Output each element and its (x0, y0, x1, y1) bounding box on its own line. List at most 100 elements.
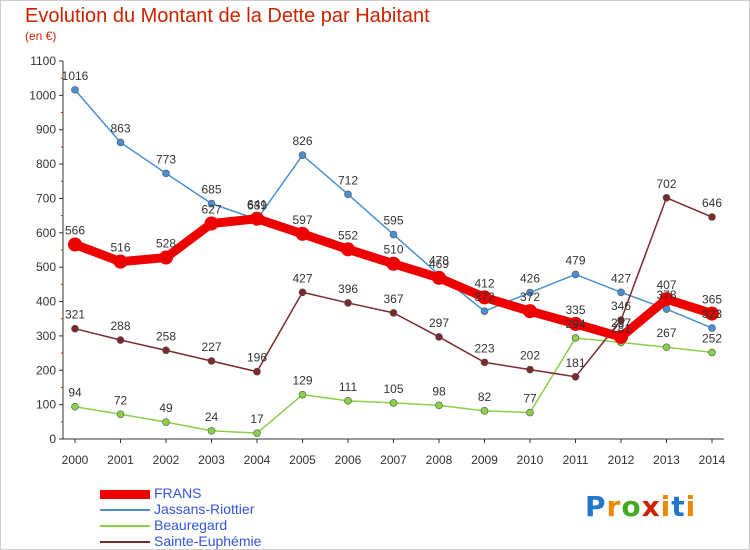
x-tick-label: 2007 (380, 453, 407, 467)
y-tick-label: 300 (36, 329, 56, 343)
data-label: 427 (292, 271, 312, 285)
data-label: 712 (338, 173, 358, 187)
data-label: 597 (292, 213, 312, 227)
proxiti-logo: Proxiti (585, 490, 697, 523)
data-label: 479 (565, 253, 585, 267)
data-point (477, 290, 492, 305)
y-tick-label: 900 (36, 123, 56, 137)
y-tick-label: 600 (36, 226, 56, 240)
data-point (389, 309, 398, 317)
x-tick-label: 2012 (608, 453, 635, 467)
data-label: 826 (292, 134, 312, 148)
data-point (571, 270, 580, 279)
data-point (71, 402, 79, 411)
data-label: 227 (201, 340, 221, 354)
data-label: 105 (383, 382, 403, 396)
data-point (113, 254, 128, 269)
data-label: 77 (523, 392, 537, 406)
y-tick-label: 0 (49, 432, 56, 446)
data-label: 646 (702, 196, 722, 210)
x-tick-label: 2005 (289, 453, 316, 467)
x-tick-label: 2008 (426, 453, 453, 467)
data-point (571, 334, 580, 342)
data-point (386, 256, 401, 271)
data-label: 297 (611, 316, 631, 330)
unit-label: (en €) (25, 29, 57, 43)
data-point (662, 343, 671, 352)
data-label: 288 (110, 319, 130, 333)
data-point (389, 399, 398, 407)
data-point (116, 410, 125, 419)
data-label: 267 (656, 326, 676, 340)
y-tick-label: 700 (36, 191, 56, 205)
data-label: 129 (292, 374, 312, 388)
data-point (250, 211, 264, 226)
data-point (162, 418, 170, 426)
data-label: 372 (520, 290, 540, 304)
data-label: 258 (156, 329, 176, 343)
data-label: 773 (156, 152, 176, 166)
data-label: 72 (114, 393, 128, 407)
data-point (159, 250, 173, 265)
data-point (71, 324, 79, 333)
data-label: 396 (338, 282, 358, 296)
data-point (435, 333, 443, 341)
data-label: 294 (565, 317, 585, 331)
data-point (207, 426, 216, 435)
data-point (568, 316, 583, 331)
data-label: 595 (383, 214, 403, 228)
data-point (708, 213, 716, 221)
data-point (435, 401, 443, 410)
data-label: 17 (250, 412, 264, 426)
data-label: 627 (201, 203, 221, 217)
data-label: 469 (429, 257, 449, 271)
x-tick-label: 2001 (107, 453, 134, 467)
y-tick-label: 500 (36, 260, 56, 274)
data-point (162, 346, 170, 355)
data-point (344, 397, 352, 405)
data-point (480, 358, 489, 367)
data-point (708, 324, 716, 332)
data-label: 297 (429, 316, 449, 330)
data-label: 639 (247, 198, 267, 212)
x-tick-label: 2003 (198, 453, 225, 467)
data-point (617, 316, 625, 324)
data-point (523, 304, 537, 319)
data-point (298, 390, 307, 399)
data-point (705, 306, 719, 321)
legend-label: Beauregard (154, 517, 228, 533)
y-tick-label: 1000 (29, 88, 56, 102)
data-point (480, 407, 489, 415)
x-tick-label: 2013 (653, 453, 680, 467)
data-label: 82 (478, 390, 492, 404)
data-label: 566 (65, 224, 85, 238)
data-point (298, 288, 307, 297)
data-label: 181 (565, 356, 585, 370)
data-point (617, 288, 625, 297)
data-label: 426 (520, 272, 540, 286)
data-label: 252 (702, 331, 722, 345)
data-point (526, 288, 534, 297)
data-label: 412 (474, 276, 494, 290)
data-label: 641 (247, 198, 267, 212)
data-point (344, 190, 352, 199)
data-label: 1016 (62, 69, 89, 83)
data-label: 323 (702, 307, 722, 321)
x-tick-label: 2011 (563, 453, 589, 467)
data-point (389, 230, 398, 239)
x-tick-label: 2006 (335, 453, 362, 467)
data-label: 49 (159, 401, 173, 415)
data-label: 196 (247, 351, 267, 365)
data-label: 367 (383, 292, 403, 306)
data-point (253, 429, 261, 437)
data-label: 427 (611, 271, 631, 285)
x-tick-label: 2009 (471, 453, 498, 467)
data-point (116, 336, 125, 344)
data-point (341, 242, 355, 257)
data-label: 223 (474, 341, 494, 355)
data-label: 863 (110, 121, 130, 135)
data-point (295, 226, 310, 241)
legend-label: Sainte-Euphémie (154, 533, 262, 549)
data-point (71, 86, 79, 94)
y-tick-label: 1100 (30, 54, 56, 68)
